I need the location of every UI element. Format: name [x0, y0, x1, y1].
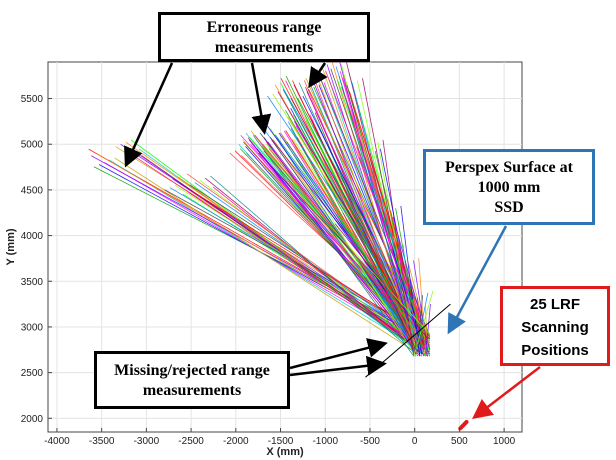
callout-perspex-line1: Perspex Surface at	[445, 159, 573, 176]
scan-fan-line	[305, 77, 421, 337]
arrow-to-middle-erroneous	[250, 62, 272, 135]
x-tick-labels: -4000 -3500 -3000 -2500 -2000 -1500 -1000 -500 0…	[44, 428, 516, 447]
callout-perspex-line2: 1000 mm	[477, 179, 541, 196]
lrf-positions-marker	[458, 419, 469, 431]
arrow-to-lower-missing	[289, 355, 387, 377]
x-tick-label: -3000	[134, 436, 160, 447]
x-tick-label: 0	[412, 436, 418, 447]
scan-fan-line	[186, 173, 415, 335]
scan-fan-line	[177, 176, 415, 346]
arrow-to-left-erroneous	[124, 62, 174, 168]
scan-fan-line	[395, 208, 423, 352]
x-tick-label: -1500	[268, 436, 294, 447]
callout-erroneous-line1: Erroneous range	[206, 19, 322, 36]
scan-fan-line	[340, 221, 427, 344]
scan-fan-line	[212, 186, 427, 357]
scan-fan-line	[281, 135, 415, 355]
scan-fan-lines	[88, 57, 434, 357]
x-tick-label: -500	[360, 436, 380, 447]
scan-fan-line	[413, 260, 429, 352]
y-tick-label: 5000	[21, 140, 44, 151]
callout-lrf-line2: Scanning	[521, 319, 589, 336]
scan-fan-line	[298, 82, 421, 350]
scan-fan-line	[114, 157, 423, 357]
callout-perspex-surface: Perspex Surface at 1000 mm SSD	[423, 149, 595, 225]
y-tick-labels: 2000 2500 3000 3500 4000 4500 5000 5500	[21, 94, 52, 425]
scan-fan-line	[413, 290, 434, 357]
x-tick-label: -2000	[223, 436, 249, 447]
callout-erroneous-line2: measurements	[214, 39, 314, 56]
scan-fan-line	[315, 73, 417, 346]
callout-missing-measurements: Missing/rejected range measurements	[94, 351, 290, 409]
scan-fan-line	[335, 223, 429, 339]
scan-fan-line	[397, 247, 417, 339]
y-tick-label: 2000	[21, 414, 44, 425]
callout-arrows	[124, 62, 541, 420]
x-tick-label: 500	[451, 436, 468, 447]
arrow-to-perspex-surface	[447, 225, 508, 335]
scan-fan-line	[377, 142, 417, 352]
scan-fan-line	[248, 139, 415, 346]
callout-lrf-positions: 25 LRF Scanning Positions	[500, 286, 610, 366]
y-tick-label: 4000	[21, 231, 44, 242]
callout-erroneous-measurements: Erroneous range measurements	[158, 12, 370, 62]
x-tick-label: -2500	[178, 436, 204, 447]
x-tick-label: -4000	[44, 436, 70, 447]
y-tick-label: 3500	[21, 277, 44, 288]
scan-fan-line	[292, 80, 415, 337]
x-tick-label: -1000	[312, 436, 338, 447]
arrow-to-upper-missing	[289, 338, 388, 370]
callout-missing-line1: Missing/rejected range	[114, 362, 270, 379]
callout-missing-line2: measurements	[142, 382, 242, 399]
callout-lrf-line1: 25 LRF	[529, 296, 580, 313]
scan-fan-line	[345, 219, 425, 348]
scan-fan-line	[210, 175, 417, 355]
scan-fan-line	[425, 303, 431, 355]
x-axis-label: X (mm)	[266, 446, 304, 458]
scan-fan-line	[392, 249, 419, 335]
scan-fan-line	[418, 258, 427, 357]
scan-fan-line	[424, 306, 429, 350]
x-tick-label: -3500	[89, 436, 115, 447]
y-tick-label: 2500	[21, 368, 44, 379]
arrow-to-top-erroneous	[308, 62, 328, 89]
x-tick-label: 1000	[493, 436, 516, 447]
scan-fan-line	[310, 75, 419, 341]
scan-fan-line	[331, 62, 415, 348]
y-tick-label: 3000	[21, 322, 44, 333]
scan-fan-line	[329, 225, 431, 335]
y-tick-label: 5500	[21, 94, 44, 105]
callout-lrf-line3: Positions	[521, 342, 589, 359]
callout-perspex-line3: SSD	[494, 199, 524, 216]
scan-fan-line	[283, 130, 415, 342]
scan-fan-line	[407, 262, 431, 348]
arrow-to-lrf-positions	[472, 366, 541, 420]
y-axis-label: Y (mm)	[5, 228, 17, 265]
y-tick-label: 4500	[21, 185, 44, 196]
